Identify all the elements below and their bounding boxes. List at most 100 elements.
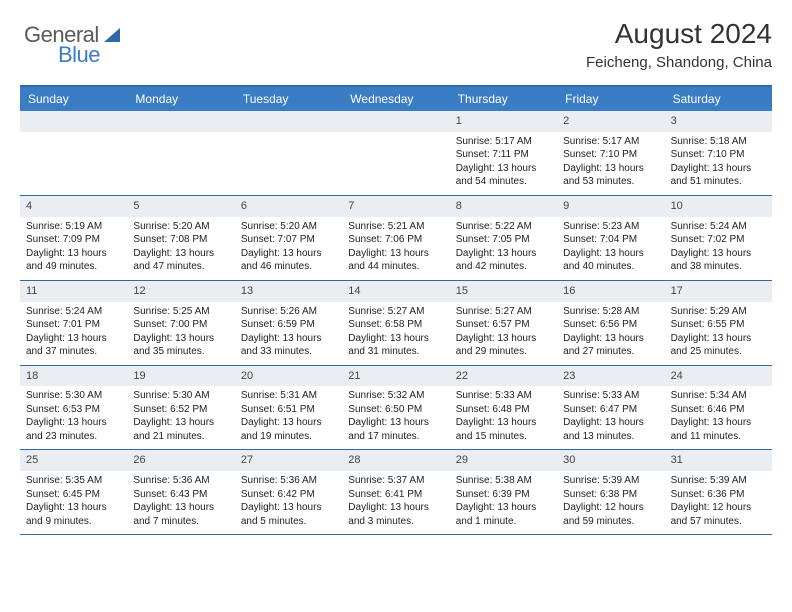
- day-body: Sunrise: 5:32 AM Sunset: 6:50 PM Dayligh…: [342, 386, 449, 449]
- day-details: Sunrise: 5:22 AM Sunset: 7:05 PM Dayligh…: [456, 220, 551, 274]
- calendar-cell: 14Sunrise: 5:27 AM Sunset: 6:58 PM Dayli…: [342, 281, 449, 365]
- day-number: [127, 111, 234, 132]
- day-body: [342, 132, 449, 188]
- day-details: Sunrise: 5:38 AM Sunset: 6:39 PM Dayligh…: [456, 474, 551, 528]
- calendar-day-header: Sunday Monday Tuesday Wednesday Thursday…: [20, 87, 772, 111]
- day-number: 25: [20, 450, 127, 471]
- calendar-week: 4 Sunrise: 5:19 AM Sunset: 7:09 PM Daylig…: [20, 196, 772, 281]
- calendar-cell: 2Sunrise: 5:17 AM Sunset: 7:10 PM Daylig…: [557, 111, 664, 195]
- page-header: General August 2024 Feicheng, Shandong, …: [20, 18, 772, 71]
- day-number: 18: [20, 366, 127, 387]
- day-body: Sunrise: 5:29 AM Sunset: 6:55 PM Dayligh…: [665, 302, 772, 365]
- dayname-sun: Sunday: [20, 87, 127, 111]
- day-number: 5: [127, 196, 234, 217]
- day-details: Sunrise: 5:20 AM Sunset: 7:08 PM Dayligh…: [133, 220, 228, 274]
- day-body: Sunrise: 5:17 AM Sunset: 7:10 PM Dayligh…: [557, 132, 664, 195]
- calendar-cell: 16Sunrise: 5:28 AM Sunset: 6:56 PM Dayli…: [557, 281, 664, 365]
- day-details: Sunrise: 5:36 AM Sunset: 6:42 PM Dayligh…: [241, 474, 336, 528]
- day-details: Sunrise: 5:39 AM Sunset: 6:36 PM Dayligh…: [671, 474, 766, 528]
- dayname-wed: Wednesday: [342, 87, 449, 111]
- day-number: 3: [665, 111, 772, 132]
- day-details: Sunrise: 5:27 AM Sunset: 6:57 PM Dayligh…: [456, 305, 551, 359]
- day-details: Sunrise: 5:29 AM Sunset: 6:55 PM Dayligh…: [671, 305, 766, 359]
- calendar-cell: [235, 111, 342, 195]
- day-details: Sunrise: 5:30 AM Sunset: 6:52 PM Dayligh…: [133, 389, 228, 443]
- day-details: Sunrise: 5:19 AM Sunset: 7:09 PM Dayligh…: [26, 220, 121, 274]
- day-details: Sunrise: 5:37 AM Sunset: 6:41 PM Dayligh…: [348, 474, 443, 528]
- day-number: 22: [450, 366, 557, 387]
- calendar-cell: 30Sunrise: 5:39 AM Sunset: 6:38 PM Dayli…: [557, 450, 664, 534]
- day-number: 26: [127, 450, 234, 471]
- calendar-cell: [127, 111, 234, 195]
- calendar-cell: [20, 111, 127, 195]
- logo-blue-text: Blue: [58, 42, 100, 68]
- day-details: Sunrise: 5:18 AM Sunset: 7:10 PM Dayligh…: [671, 135, 766, 189]
- calendar-cell: 10Sunrise: 5:24 AM Sunset: 7:02 PM Dayli…: [665, 196, 772, 280]
- day-number: 1: [450, 111, 557, 132]
- calendar-cell: 28 Sunrise: 5:37 AM Sunset: 6:41 PM Dayli…: [342, 450, 449, 534]
- day-body: Sunrise: 5:24 AM Sunset: 7:02 PM Dayligh…: [665, 217, 772, 280]
- calendar-cell: 11Sunrise: 5:24 AM Sunset: 7:01 PM Dayli…: [20, 281, 127, 365]
- calendar-week: 1 Sunrise: 5:17 AM Sunset: 7:11 PM Daylig…: [20, 111, 772, 196]
- day-number: 15: [450, 281, 557, 302]
- day-body: Sunrise: 5:38 AM Sunset: 6:39 PM Dayligh…: [450, 471, 557, 534]
- day-details: Sunrise: 5:26 AM Sunset: 6:59 PM Dayligh…: [241, 305, 336, 359]
- day-number: [342, 111, 449, 132]
- day-number: 16: [557, 281, 664, 302]
- day-body: Sunrise: 5:20 AM Sunset: 7:08 PM Dayligh…: [127, 217, 234, 280]
- day-number: 23: [557, 366, 664, 387]
- day-number: 30: [557, 450, 664, 471]
- day-number: 28: [342, 450, 449, 471]
- day-body: Sunrise: 5:33 AM Sunset: 6:47 PM Dayligh…: [557, 386, 664, 449]
- day-body: Sunrise: 5:28 AM Sunset: 6:56 PM Dayligh…: [557, 302, 664, 365]
- day-body: [20, 132, 127, 188]
- calendar-cell: 18Sunrise: 5:30 AM Sunset: 6:53 PM Dayli…: [20, 366, 127, 450]
- day-body: Sunrise: 5:27 AM Sunset: 6:57 PM Dayligh…: [450, 302, 557, 365]
- day-body: Sunrise: 5:26 AM Sunset: 6:59 PM Dayligh…: [235, 302, 342, 365]
- calendar-cell: 1 Sunrise: 5:17 AM Sunset: 7:11 PM Daylig…: [450, 111, 557, 195]
- calendar-cell: 17 Sunrise: 5:29 AM Sunset: 6:55 PM Dayli…: [665, 281, 772, 365]
- day-body: [235, 132, 342, 188]
- title-block: August 2024 Feicheng, Shandong, China: [586, 18, 772, 71]
- day-details: Sunrise: 5:23 AM Sunset: 7:04 PM Dayligh…: [563, 220, 658, 274]
- day-number: 27: [235, 450, 342, 471]
- calendar-cell: 5 Sunrise: 5:20 AM Sunset: 7:08 PM Daylig…: [127, 196, 234, 280]
- day-number: [20, 111, 127, 132]
- month-title: August 2024: [586, 18, 772, 50]
- day-number: 17: [665, 281, 772, 302]
- calendar-cell: 29 Sunrise: 5:38 AM Sunset: 6:39 PM Dayli…: [450, 450, 557, 534]
- calendar-cell: [342, 111, 449, 195]
- weeks-container: 1 Sunrise: 5:17 AM Sunset: 7:11 PM Daylig…: [20, 111, 772, 535]
- day-body: [127, 132, 234, 188]
- calendar-cell: 15 Sunrise: 5:27 AM Sunset: 6:57 PM Dayli…: [450, 281, 557, 365]
- day-number: 14: [342, 281, 449, 302]
- calendar-cell: 9 Sunrise: 5:23 AM Sunset: 7:04 PM Daylig…: [557, 196, 664, 280]
- dayname-sat: Saturday: [665, 87, 772, 111]
- day-details: Sunrise: 5:34 AM Sunset: 6:46 PM Dayligh…: [671, 389, 766, 443]
- calendar-cell: 3 Sunrise: 5:18 AM Sunset: 7:10 PM Daylig…: [665, 111, 772, 195]
- day-number: 9: [557, 196, 664, 217]
- day-body: Sunrise: 5:21 AM Sunset: 7:06 PM Dayligh…: [342, 217, 449, 280]
- dayname-fri: Friday: [557, 87, 664, 111]
- calendar-cell: 25 Sunrise: 5:35 AM Sunset: 6:45 PM Dayli…: [20, 450, 127, 534]
- calendar-cell: 19Sunrise: 5:30 AM Sunset: 6:52 PM Dayli…: [127, 366, 234, 450]
- day-number: [235, 111, 342, 132]
- day-body: Sunrise: 5:19 AM Sunset: 7:09 PM Dayligh…: [20, 217, 127, 280]
- day-number: 29: [450, 450, 557, 471]
- day-body: Sunrise: 5:25 AM Sunset: 7:00 PM Dayligh…: [127, 302, 234, 365]
- day-body: Sunrise: 5:22 AM Sunset: 7:05 PM Dayligh…: [450, 217, 557, 280]
- location-label: Feicheng, Shandong, China: [586, 54, 772, 71]
- day-body: Sunrise: 5:17 AM Sunset: 7:11 PM Dayligh…: [450, 132, 557, 195]
- calendar-cell: 12Sunrise: 5:25 AM Sunset: 7:00 PM Dayli…: [127, 281, 234, 365]
- day-details: Sunrise: 5:35 AM Sunset: 6:45 PM Dayligh…: [26, 474, 121, 528]
- calendar-cell: 24Sunrise: 5:34 AM Sunset: 6:46 PM Dayli…: [665, 366, 772, 450]
- day-details: Sunrise: 5:20 AM Sunset: 7:07 PM Dayligh…: [241, 220, 336, 274]
- day-body: Sunrise: 5:37 AM Sunset: 6:41 PM Dayligh…: [342, 471, 449, 534]
- day-details: Sunrise: 5:17 AM Sunset: 7:11 PM Dayligh…: [456, 135, 551, 189]
- day-number: 7: [342, 196, 449, 217]
- day-body: Sunrise: 5:35 AM Sunset: 6:45 PM Dayligh…: [20, 471, 127, 534]
- day-number: 4: [20, 196, 127, 217]
- calendar-cell: 23Sunrise: 5:33 AM Sunset: 6:47 PM Dayli…: [557, 366, 664, 450]
- day-body: Sunrise: 5:33 AM Sunset: 6:48 PM Dayligh…: [450, 386, 557, 449]
- day-details: Sunrise: 5:36 AM Sunset: 6:43 PM Dayligh…: [133, 474, 228, 528]
